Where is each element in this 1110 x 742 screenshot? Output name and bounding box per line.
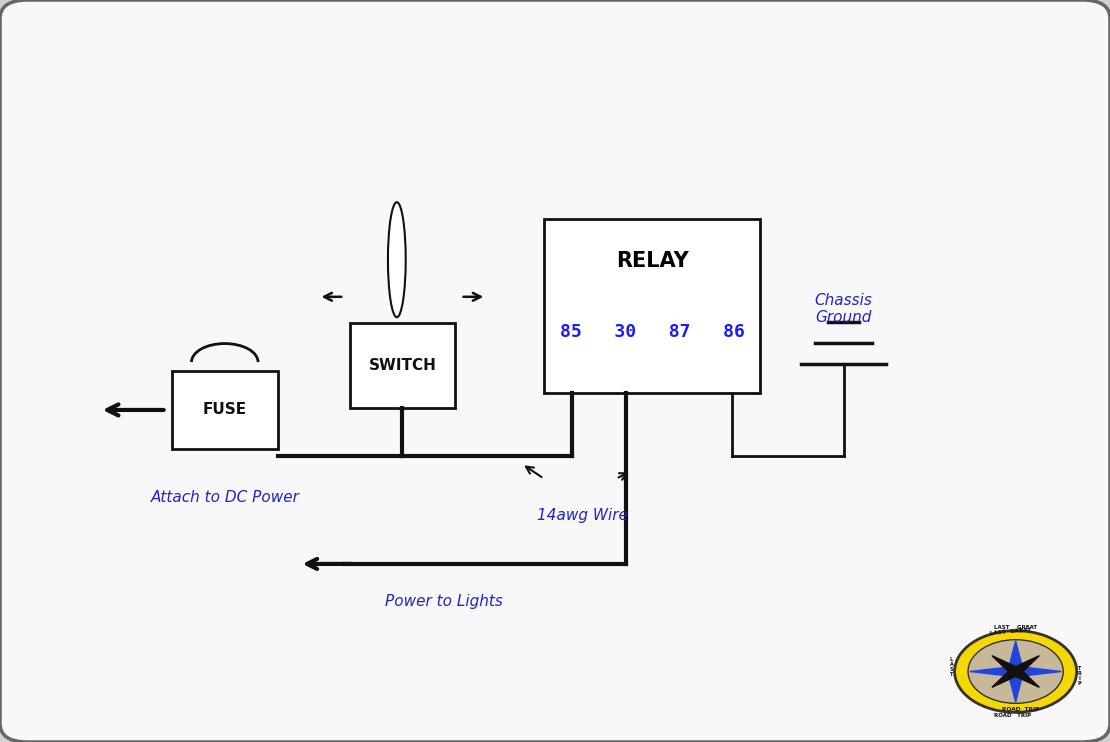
Bar	[172, 371, 278, 449]
Text: ROAD  TRIP: ROAD TRIP	[1001, 707, 1039, 712]
Text: LAST  GREAT: LAST GREAT	[990, 628, 1032, 636]
Circle shape	[968, 640, 1063, 703]
Polygon shape	[992, 669, 1020, 687]
Text: Chassis
Ground: Chassis Ground	[815, 293, 872, 326]
Polygon shape	[1011, 669, 1039, 687]
Text: ROAD   TRIP: ROAD TRIP	[995, 713, 1031, 718]
Polygon shape	[1016, 666, 1061, 677]
Bar	[350, 323, 455, 408]
Text: FUSE: FUSE	[203, 402, 246, 418]
Ellipse shape	[388, 203, 406, 318]
Text: LAST    GREAT: LAST GREAT	[995, 625, 1037, 630]
Bar	[544, 219, 760, 393]
Polygon shape	[1008, 641, 1023, 672]
Text: T
R
I
P: T R I P	[1078, 666, 1081, 686]
Text: 85   30   87   86: 85 30 87 86	[559, 324, 745, 341]
Text: 14awg Wire: 14awg Wire	[537, 508, 628, 523]
Polygon shape	[1011, 656, 1039, 674]
Text: Power to Lights: Power to Lights	[385, 594, 503, 608]
Polygon shape	[992, 656, 1020, 674]
Circle shape	[955, 631, 1077, 712]
Text: Attach to DC Power: Attach to DC Power	[150, 490, 300, 505]
Polygon shape	[970, 666, 1016, 677]
Text: RELAY: RELAY	[616, 251, 688, 271]
Text: L
A
S
T: L A S T	[950, 657, 953, 677]
Polygon shape	[1008, 672, 1023, 702]
Text: SWITCH: SWITCH	[369, 358, 436, 373]
